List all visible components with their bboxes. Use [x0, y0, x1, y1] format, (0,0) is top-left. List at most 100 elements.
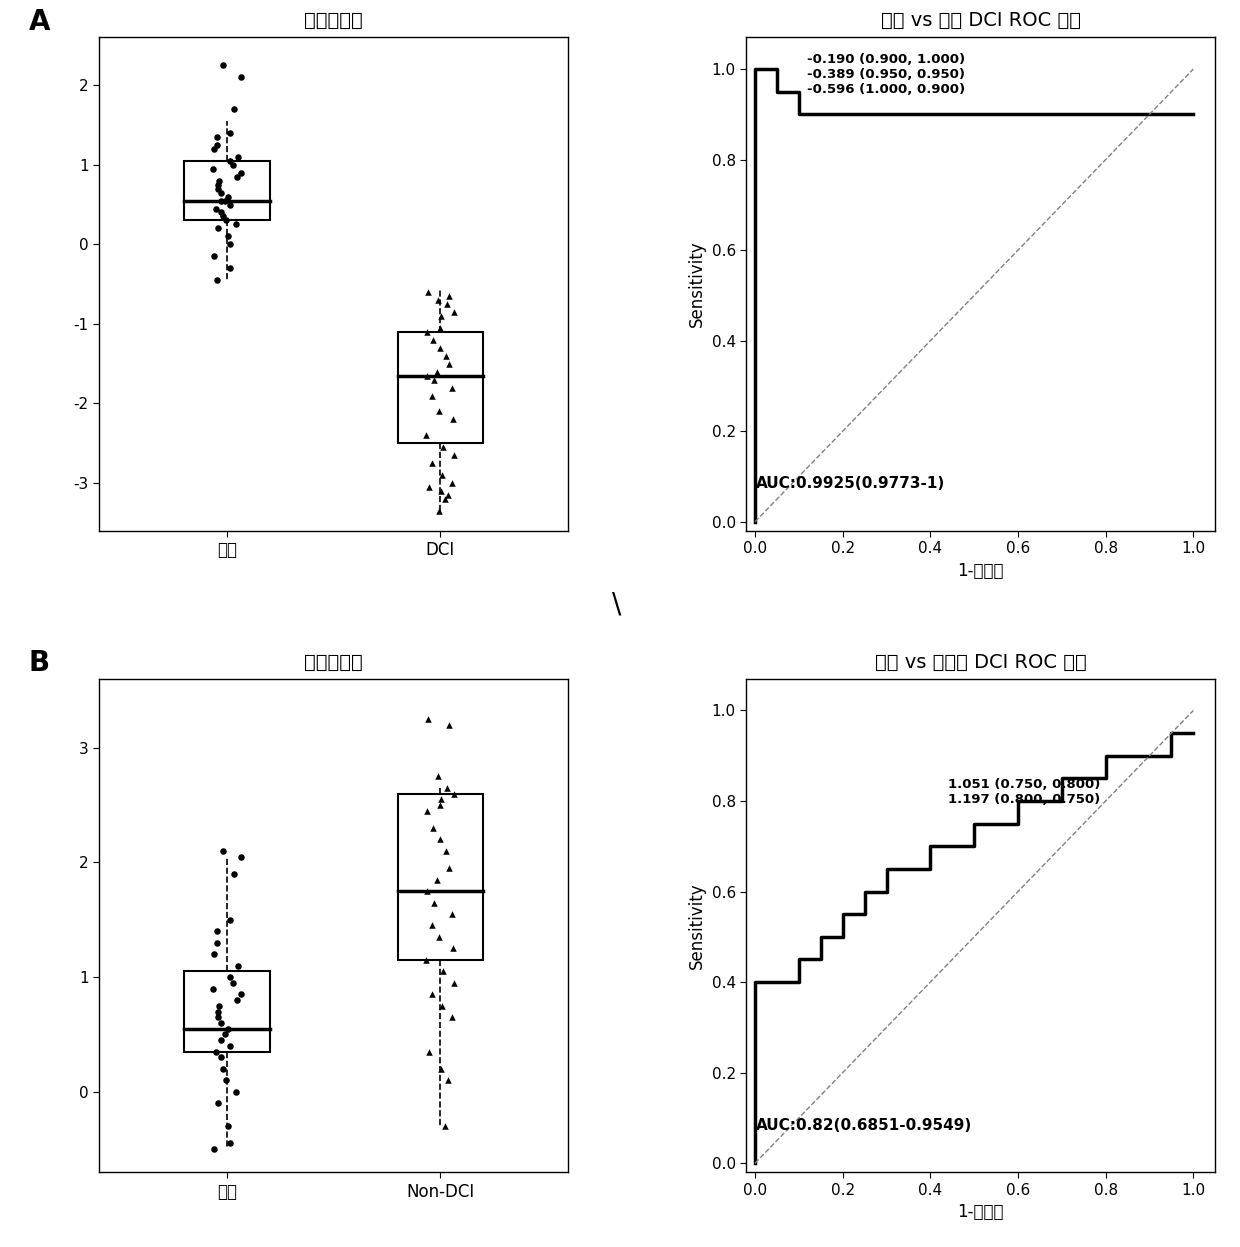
Point	[432, 481, 451, 501]
Point	[418, 322, 438, 342]
Point	[221, 258, 241, 278]
Point	[207, 127, 227, 147]
Point	[418, 710, 438, 729]
Point	[424, 893, 444, 913]
Point	[213, 55, 233, 75]
Point	[432, 306, 451, 325]
Title: 对照 vs 不发生 DCI ROC 曲线: 对照 vs 不发生 DCI ROC 曲线	[875, 652, 1086, 672]
Point	[223, 973, 243, 993]
Point	[429, 402, 449, 421]
Point	[211, 1047, 231, 1067]
Point	[432, 996, 451, 1016]
Bar	[398, 793, 482, 960]
Point	[424, 369, 444, 389]
Point	[423, 329, 443, 349]
Point	[207, 175, 227, 195]
Point	[436, 294, 456, 314]
Point	[435, 489, 455, 509]
Point	[419, 478, 439, 498]
Point	[208, 171, 228, 191]
Point	[227, 990, 247, 1010]
Point	[443, 1008, 463, 1028]
Point	[203, 1140, 223, 1160]
Point	[226, 214, 246, 234]
Point	[219, 1134, 239, 1153]
Point	[207, 1001, 227, 1021]
Point	[208, 178, 228, 198]
Title: 对照 vs 发生 DCI ROC 曲线: 对照 vs 发生 DCI ROC 曲线	[880, 11, 1081, 30]
Point	[224, 864, 244, 884]
Point	[218, 187, 238, 207]
Point	[427, 869, 446, 889]
Title: 分类器数值: 分类器数值	[304, 11, 363, 30]
Point	[439, 715, 459, 734]
Point	[207, 271, 227, 291]
Point	[215, 191, 234, 211]
Point	[211, 182, 231, 202]
Point	[432, 465, 451, 485]
Point	[211, 202, 231, 222]
X-axis label: 1-特异性: 1-特异性	[957, 561, 1004, 580]
Point	[433, 961, 453, 981]
Point	[215, 1025, 234, 1045]
Point	[435, 840, 455, 860]
Point	[218, 1019, 238, 1039]
Y-axis label: Sensitivity: Sensitivity	[688, 241, 706, 328]
Point	[429, 767, 449, 787]
Point	[231, 162, 250, 182]
Point	[432, 1059, 451, 1079]
Point	[203, 246, 223, 266]
Point	[221, 151, 241, 171]
Point	[443, 473, 463, 493]
Point	[211, 1030, 231, 1050]
Point	[443, 378, 463, 398]
Point	[208, 1008, 228, 1028]
Point	[422, 385, 441, 405]
Point	[436, 778, 456, 798]
Point	[423, 818, 443, 838]
Point	[203, 158, 223, 178]
Point	[430, 796, 450, 816]
Point	[423, 984, 443, 1004]
Point	[445, 302, 465, 322]
Point	[207, 933, 227, 953]
Text: -0.596 (1.000, 0.900): -0.596 (1.000, 0.900)	[807, 82, 966, 96]
Point	[207, 922, 227, 941]
Point	[439, 354, 459, 374]
Text: -0.190 (0.900, 1.000): -0.190 (0.900, 1.000)	[807, 54, 966, 66]
Point	[208, 1094, 228, 1114]
Point	[438, 1070, 458, 1090]
Point	[207, 135, 227, 155]
Point	[445, 783, 465, 803]
Point	[224, 99, 244, 118]
Y-axis label: Sensitivity: Sensitivity	[688, 882, 706, 969]
Point	[217, 227, 237, 247]
Point	[208, 218, 228, 238]
Point	[444, 445, 464, 465]
Bar	[185, 971, 270, 1051]
Text: 1.051 (0.750, 0.800): 1.051 (0.750, 0.800)	[947, 778, 1100, 792]
Point	[429, 927, 449, 946]
Point	[418, 282, 438, 302]
Point	[438, 485, 458, 505]
Text: -0.389 (0.950, 0.950): -0.389 (0.950, 0.950)	[807, 67, 965, 81]
Point	[221, 968, 241, 988]
Point	[419, 1041, 439, 1061]
Text: \: \	[611, 591, 621, 619]
Point	[435, 345, 455, 365]
Text: AUC:0.9925(0.9773-1): AUC:0.9925(0.9773-1)	[755, 476, 945, 491]
Point	[221, 1036, 241, 1056]
Point	[231, 847, 250, 867]
Point	[443, 904, 463, 924]
Point	[223, 155, 243, 175]
Point	[418, 365, 438, 385]
Point	[433, 438, 453, 458]
Point	[435, 1116, 455, 1136]
Point	[423, 453, 443, 473]
Point	[206, 198, 226, 218]
Point	[226, 1082, 246, 1102]
Text: A: A	[29, 7, 51, 36]
Point	[444, 973, 464, 993]
Point	[211, 191, 231, 211]
Point	[213, 840, 233, 860]
